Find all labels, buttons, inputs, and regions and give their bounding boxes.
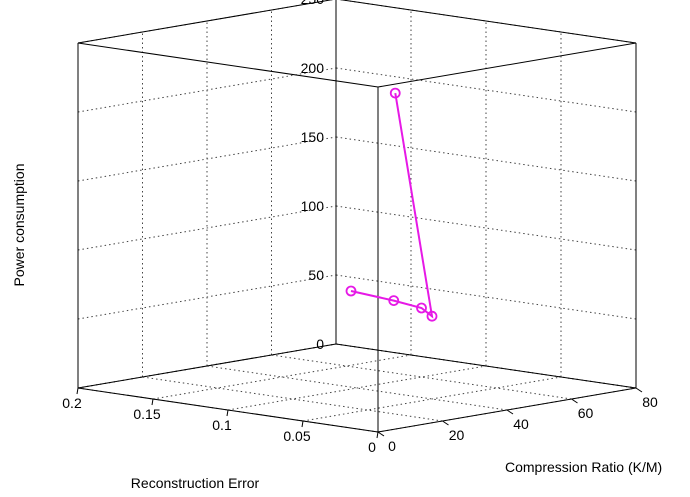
grid-line (335, 205, 637, 251)
x-tick-label: 0 (368, 439, 376, 455)
z-tick-label: 100 (301, 198, 325, 214)
z-tick-label: 150 (301, 129, 325, 145)
tick-mark (571, 398, 578, 404)
y-axis-label: Compression Ratio (K/M) (505, 459, 662, 475)
data-point (389, 87, 401, 99)
tick-mark (506, 409, 514, 415)
z-axis-label: Power consumption (11, 164, 27, 287)
x-tick-label: 0.1 (212, 417, 232, 433)
grid-line (142, 376, 443, 422)
axis-edge (377, 42, 637, 88)
axis-edge (339, 0, 637, 44)
axis-edge (77, 0, 334, 44)
grid-line (152, 354, 412, 400)
grid-line (77, 274, 337, 320)
x-tick-label: 0.05 (283, 428, 310, 444)
tick-mark (226, 409, 229, 417)
axis-edge (77, 343, 337, 389)
data-series (345, 87, 438, 322)
grid-line (227, 365, 487, 411)
tick-labels: 0 0.05 0.1 0.15 0.2 0 20 40 60 80 0 50 100 150 200 250 (62, 0, 658, 455)
axis-edge (335, 343, 637, 389)
data-point (416, 302, 427, 314)
axes-box (76, 0, 643, 439)
grid-lines (77, 0, 637, 433)
y-tick-label: 60 (578, 405, 594, 421)
z-tick-label: 50 (308, 267, 324, 283)
x-tick-label: 0.2 (62, 395, 82, 411)
y-tick-label: 40 (513, 416, 529, 432)
z-tick-label: 250 (301, 0, 325, 7)
data-point (426, 310, 438, 322)
series-line (350, 92, 434, 319)
grid-line (335, 67, 637, 113)
data-point (345, 285, 357, 297)
tick-mark (376, 431, 379, 439)
grid-line (206, 365, 508, 411)
tick-mark (76, 387, 79, 395)
grid-line (335, 274, 637, 320)
grid-line (77, 67, 337, 113)
tick-mark (151, 398, 154, 406)
grid-line (77, 205, 337, 251)
y-tick-label: 80 (642, 394, 658, 410)
grid-line (335, 136, 637, 182)
x-tick-label: 0.15 (133, 406, 160, 422)
tick-mark (301, 420, 304, 428)
y-tick-label: 20 (449, 427, 465, 443)
x-axis-label: Reconstruction Error (131, 475, 260, 491)
tick-mark (635, 387, 643, 393)
tick-mark (442, 420, 449, 426)
z-tick-label: 200 (301, 60, 325, 76)
axis-edge (77, 42, 379, 88)
grid-line (77, 136, 337, 182)
grid-line (302, 376, 562, 422)
data-point (388, 295, 400, 307)
tick-mark (377, 431, 385, 437)
z-tick-label: 0 (316, 336, 324, 352)
grid-line (271, 354, 572, 400)
y-tick-label: 0 (388, 438, 396, 454)
